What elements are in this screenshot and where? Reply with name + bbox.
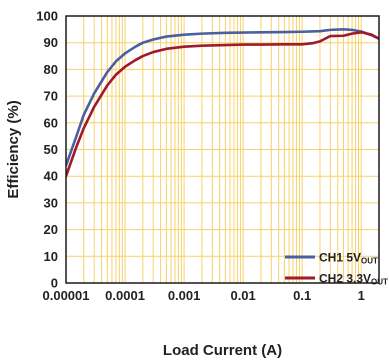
y-tick-label: 50 [44,142,58,157]
y-tick-label: 100 [36,9,58,24]
x-axis-title: Load Current (A) [163,342,282,359]
series-lines [66,28,379,178]
plot-frame [65,15,380,284]
y-tick-label: 10 [44,249,58,264]
y-tick-label: 0 [51,276,58,291]
y-tick-label: 90 [44,35,58,50]
y-tick-label: 40 [44,169,58,184]
x-tick-label: 0.0001 [105,288,145,303]
series-line-2 [66,30,379,178]
x-tick-label: 0.00001 [43,288,90,303]
y-tick-label: 20 [44,222,58,237]
x-tick-labels: 0.00001 0.0001 0.001 0.01 0.1 1 [43,288,365,303]
y-tick-labels: 0 10 20 30 40 50 60 70 80 90 100 [36,9,58,291]
legend-label: CH2 3.3VOUT [319,272,388,287]
series-line-1 [66,28,379,167]
y-tick-label: 70 [44,89,58,104]
grid [66,16,379,283]
x-tick-label: 0.001 [168,288,201,303]
y-tick-label: 60 [44,115,58,130]
x-tick-label: 0.01 [230,288,255,303]
x-tick-label: 0.1 [293,288,311,303]
y-tick-label: 30 [44,195,58,210]
y-tick-label: 80 [44,62,58,77]
y-axis-title: Efficiency (%) [5,100,22,198]
x-tick-label: 1 [358,288,365,303]
